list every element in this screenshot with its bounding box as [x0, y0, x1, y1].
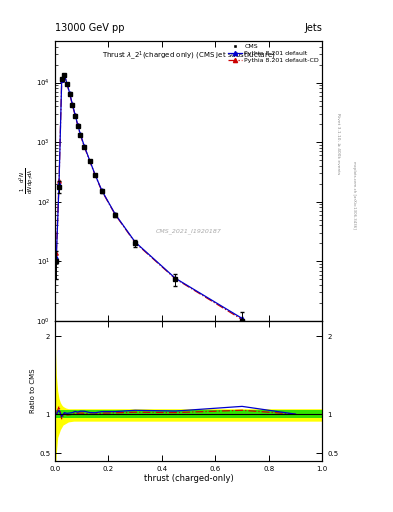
Text: Rivet 3.1.10, ≥ 400k events: Rivet 3.1.10, ≥ 400k events: [336, 113, 340, 174]
Text: CMS_2021_I1920187: CMS_2021_I1920187: [156, 228, 222, 234]
Y-axis label: Ratio to CMS: Ratio to CMS: [30, 369, 36, 413]
Text: mcplots.cern.ch [arXiv:1306.3436]: mcplots.cern.ch [arXiv:1306.3436]: [352, 161, 356, 228]
Text: Thrust $\lambda\_2^1$(charged only) (CMS jet substructure): Thrust $\lambda\_2^1$(charged only) (CMS…: [102, 49, 275, 62]
Text: Jets: Jets: [305, 23, 322, 33]
Legend: CMS, Pythia 8.201 default, Pythia 8.201 default-CD: CMS, Pythia 8.201 default, Pythia 8.201 …: [227, 43, 320, 65]
Y-axis label: $\frac{1}{\mathrm{d}N}\frac{\mathrm{d}^2N}{\mathrm{d}p_T\mathrm{d}\lambda}$: $\frac{1}{\mathrm{d}N}\frac{\mathrm{d}^2…: [17, 168, 35, 194]
Text: 13000 GeV pp: 13000 GeV pp: [55, 23, 125, 33]
X-axis label: thrust (charged-only): thrust (charged-only): [144, 475, 233, 483]
